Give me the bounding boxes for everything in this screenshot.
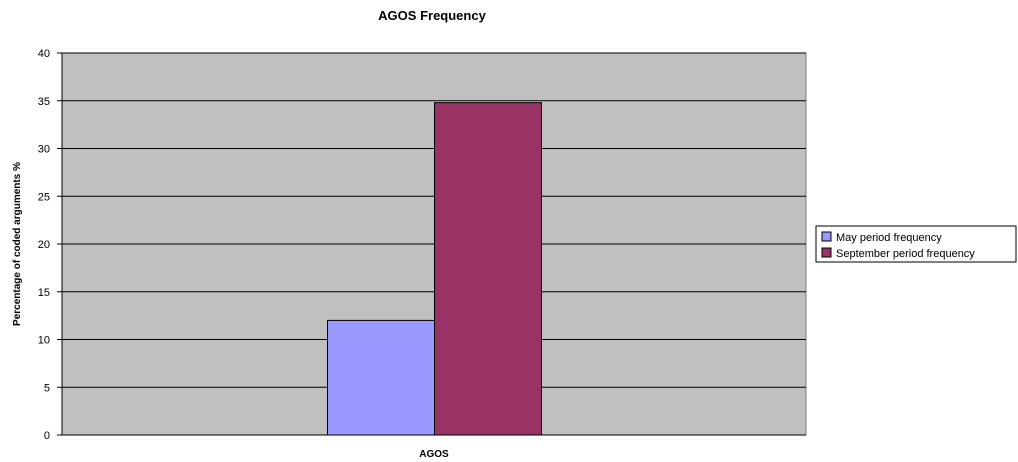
y-tick-label: 35	[38, 96, 50, 108]
x-axis-ticks: AGOS	[419, 449, 449, 460]
legend-entry: May period frequency	[836, 232, 942, 244]
legend-swatch	[821, 247, 832, 258]
bars	[327, 102, 542, 436]
y-tick-label: 25	[38, 191, 50, 203]
y-tick-label: 30	[38, 144, 50, 156]
chart-title: AGOS Frequency	[378, 8, 486, 23]
legend-swatch	[821, 231, 832, 242]
y-tick-label: 0	[44, 430, 50, 442]
bar	[327, 319, 435, 436]
y-tick-label: 5	[44, 382, 50, 394]
y-tick-label: 15	[38, 287, 50, 299]
legend: May period frequency September period fre…	[815, 225, 1017, 263]
y-tick-label: 20	[38, 239, 50, 251]
bar	[434, 102, 542, 436]
y-tick-label: 10	[38, 335, 50, 347]
y-tick-label: 40	[38, 48, 50, 60]
legend-entry: September period frequency	[836, 248, 975, 260]
legend-box	[815, 225, 1017, 263]
y-axis-label: Percentage of coded arguments %	[12, 162, 23, 326]
x-tick-label: AGOS	[419, 449, 449, 460]
y-axis-ticks: 0 5 10 15 20 25 30 35 40	[38, 48, 62, 442]
